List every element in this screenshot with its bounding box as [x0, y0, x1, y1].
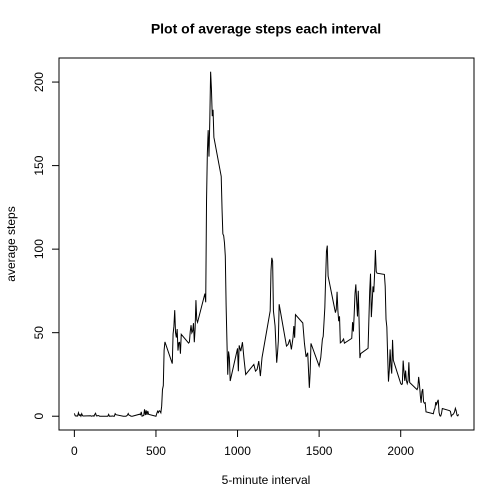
chart-title: Plot of average steps each interval — [151, 21, 381, 37]
y-tick-label: 50 — [32, 326, 46, 340]
x-tick-label: 2000 — [387, 444, 414, 458]
x-tick-label: 0 — [71, 444, 78, 458]
x-tick-label: 1500 — [306, 444, 333, 458]
y-tick-label: 200 — [32, 72, 46, 92]
x-axis-label: 5-minute interval — [222, 473, 311, 487]
y-tick-label: 150 — [32, 155, 46, 175]
y-tick-label: 0 — [32, 413, 46, 420]
data-line — [73, 71, 460, 418]
y-axis-label: average steps — [4, 206, 18, 281]
y-tick-label: 100 — [32, 239, 46, 259]
x-tick-label: 500 — [146, 444, 166, 458]
x-tick-label: 1000 — [224, 444, 251, 458]
